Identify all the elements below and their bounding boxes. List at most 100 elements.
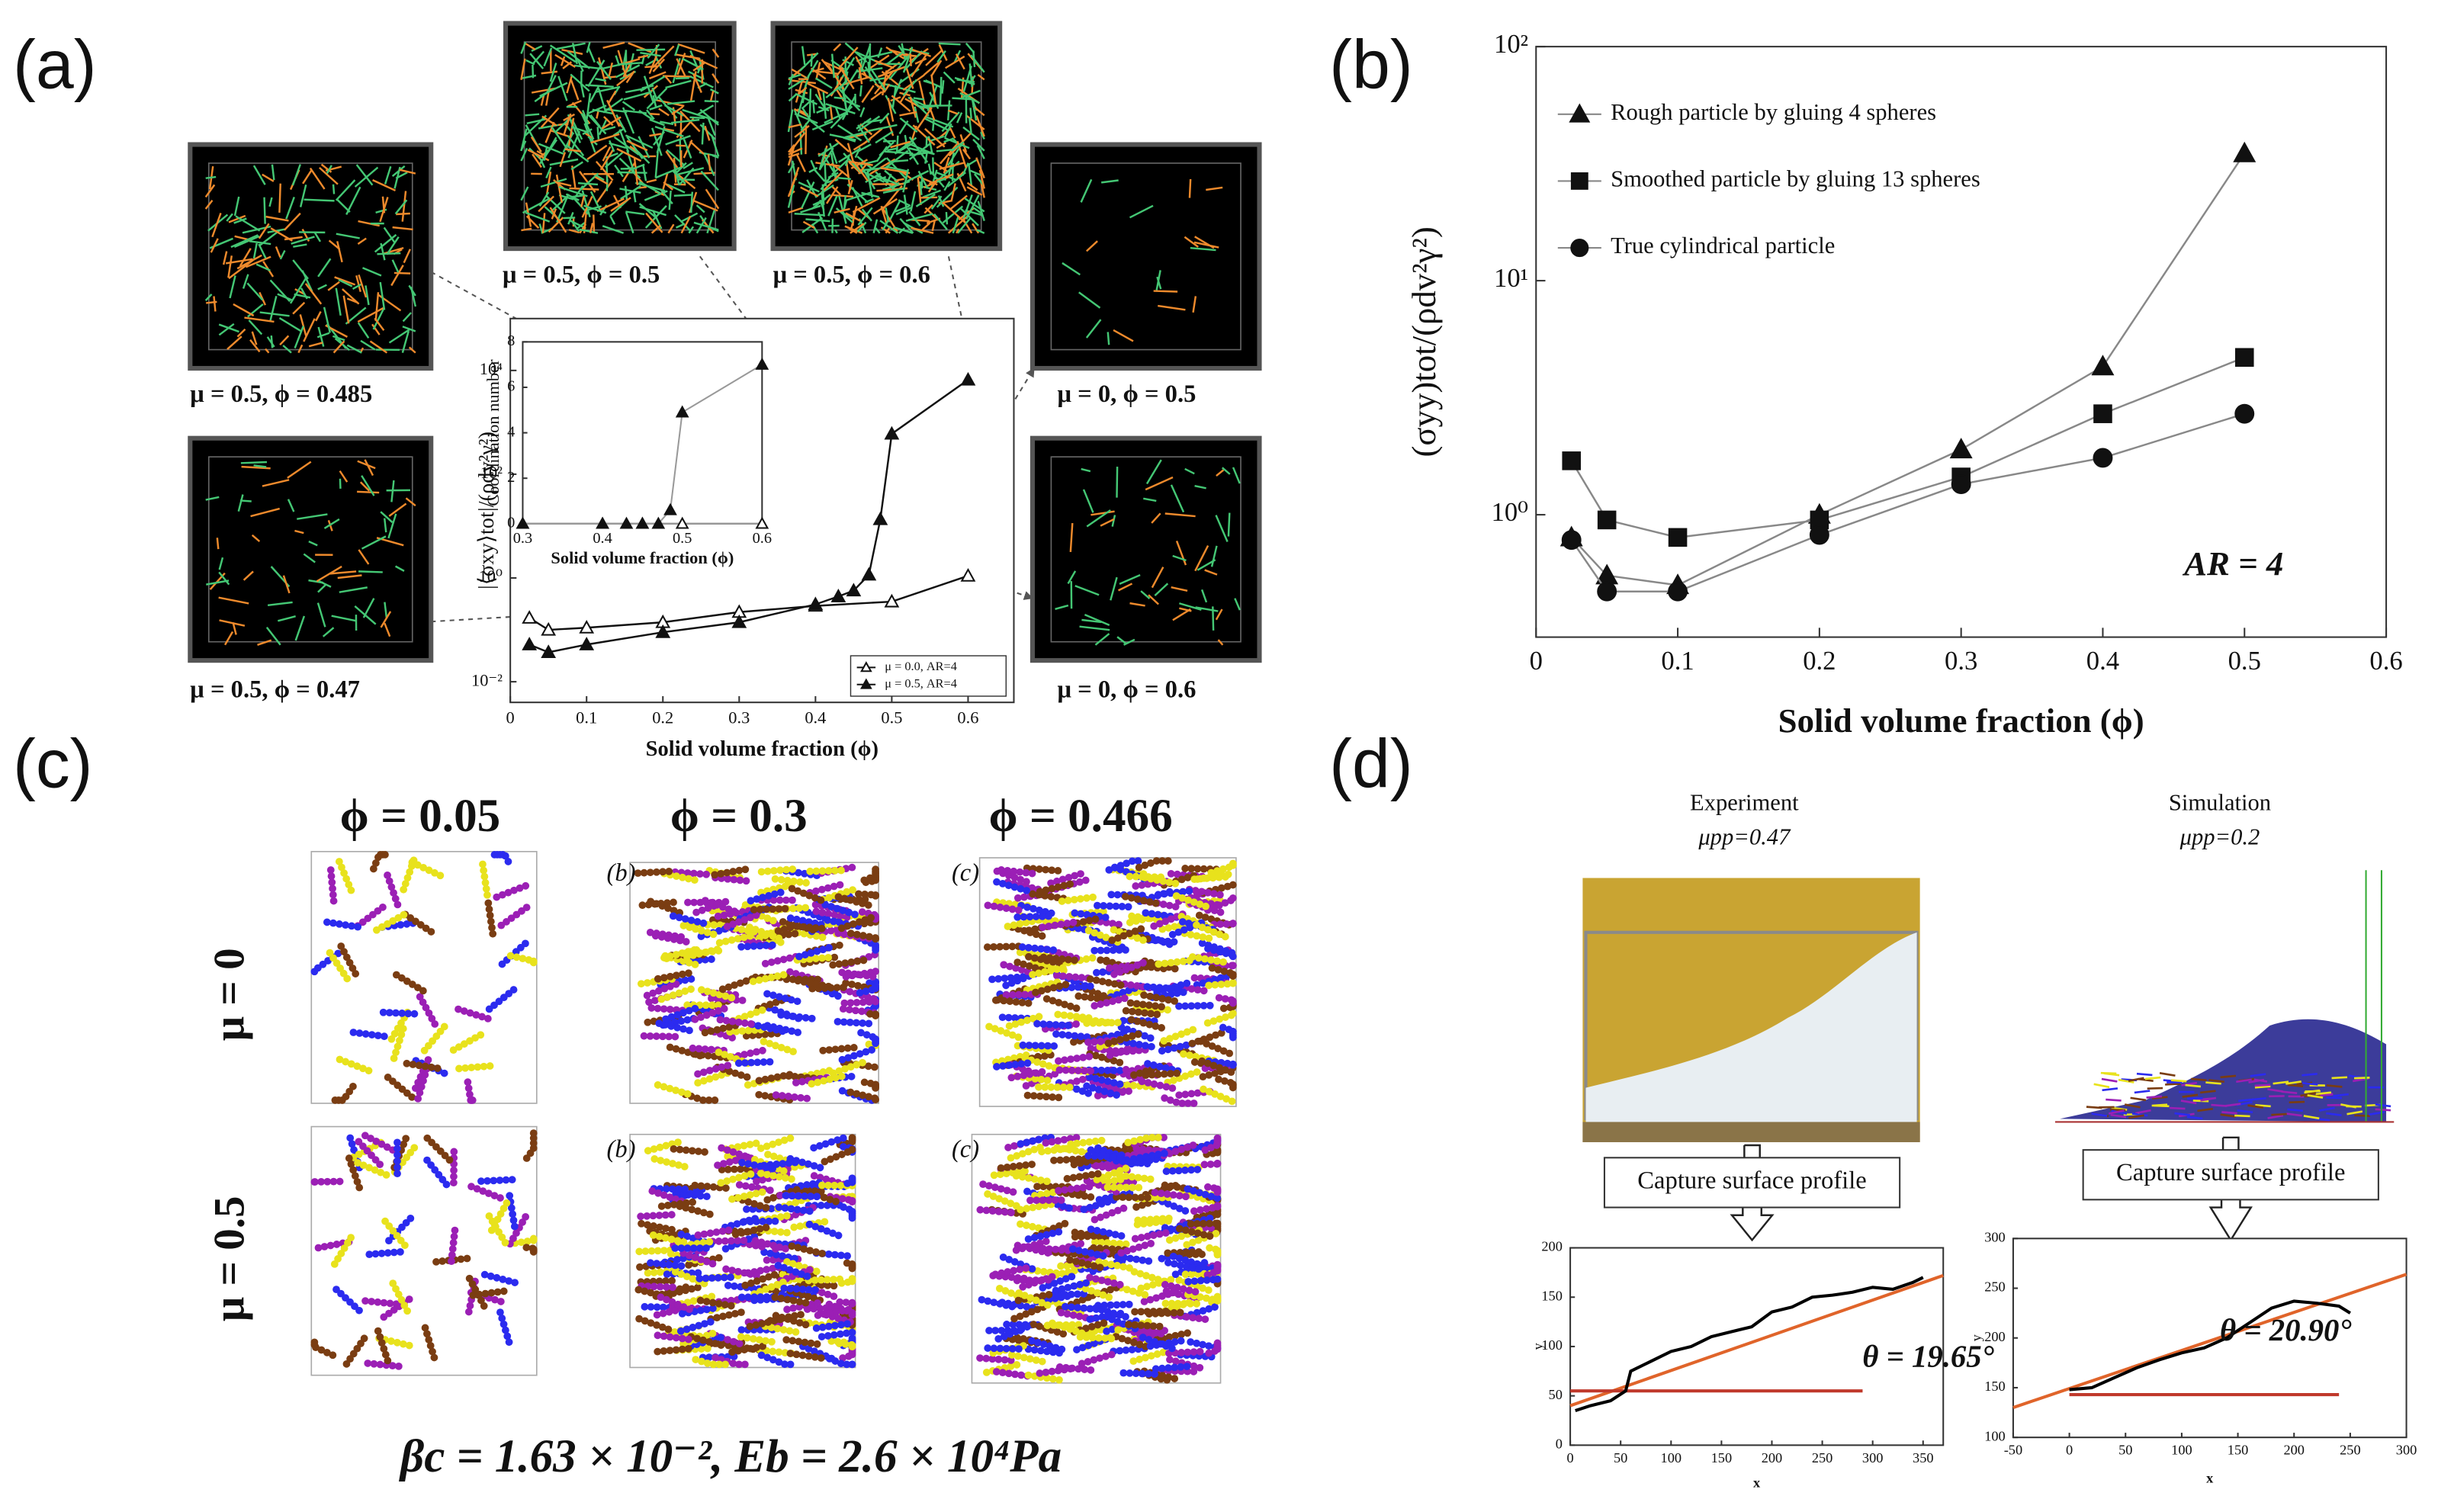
- fiber: [401, 330, 410, 353]
- bead: [393, 1042, 402, 1051]
- bead: [1146, 1034, 1155, 1042]
- fiber: [625, 210, 645, 216]
- bead: [1091, 915, 1100, 923]
- bead: [416, 1089, 424, 1096]
- fiber: [278, 615, 296, 622]
- fiber: [582, 128, 593, 136]
- fiber: [543, 147, 548, 161]
- fiber: [616, 148, 642, 162]
- fiber: [682, 57, 704, 71]
- fiber: [235, 215, 261, 232]
- bead: [1229, 881, 1237, 889]
- fiber: [652, 95, 657, 108]
- bead: [866, 933, 873, 941]
- fiber: [574, 185, 584, 197]
- bead: [666, 952, 674, 960]
- fiber: [923, 61, 940, 76]
- bead: [310, 1178, 319, 1186]
- fiber: [644, 205, 667, 229]
- fiber: [885, 50, 905, 66]
- fiber: [861, 191, 880, 198]
- bead: [848, 1275, 856, 1282]
- bead: [766, 1186, 774, 1195]
- fiber: [675, 167, 705, 176]
- fiber: [538, 143, 564, 155]
- fiber: [218, 323, 235, 336]
- fiber: [384, 165, 392, 185]
- fiber: [955, 53, 965, 70]
- bead: [1221, 933, 1229, 941]
- fiber: [664, 75, 673, 84]
- bead: [342, 1058, 350, 1066]
- bead: [359, 1064, 367, 1073]
- bead: [1077, 870, 1084, 878]
- fiber: [824, 111, 846, 124]
- bead: [740, 1237, 748, 1244]
- fiber: [336, 233, 360, 239]
- fiber: [596, 60, 612, 80]
- bead: [686, 1026, 693, 1035]
- fiber: [294, 293, 311, 299]
- fiber: [887, 147, 898, 152]
- fiber: [374, 292, 380, 322]
- fiber: [622, 107, 635, 134]
- fiber: [976, 144, 985, 159]
- fiber: [259, 311, 290, 317]
- fiber: [665, 135, 691, 146]
- bead: [1113, 1091, 1121, 1099]
- fiber: [308, 541, 318, 547]
- bead: [872, 981, 879, 990]
- fiber: [408, 284, 416, 297]
- snapshot: [503, 21, 737, 252]
- bead: [766, 1000, 774, 1009]
- fiber: [255, 263, 271, 271]
- bead: [1120, 994, 1129, 1003]
- fiber: [972, 223, 980, 234]
- fiber: [800, 186, 819, 197]
- fiber: [236, 328, 246, 338]
- fiber: [580, 113, 595, 140]
- bead: [378, 923, 386, 931]
- fiber: [959, 91, 981, 104]
- fiber: [893, 79, 903, 96]
- bead: [440, 1022, 448, 1031]
- fiber: [620, 185, 641, 200]
- fiber: [394, 565, 405, 572]
- bead: [741, 865, 750, 874]
- fiber: [801, 46, 806, 66]
- fiber: [239, 499, 252, 502]
- fiber: [898, 199, 911, 207]
- bead: [681, 976, 689, 984]
- fiber: [1079, 625, 1110, 631]
- bead: [326, 949, 334, 957]
- bead: [427, 928, 435, 936]
- bead: [803, 1094, 811, 1103]
- fiber: [842, 59, 855, 66]
- fiber: [570, 161, 583, 171]
- fiber: [570, 79, 580, 101]
- fiber: [336, 241, 343, 263]
- bead: [715, 939, 724, 947]
- fiber: [1113, 329, 1134, 342]
- fiber: [815, 162, 840, 168]
- bead: [1062, 981, 1070, 989]
- bead: [751, 926, 760, 933]
- fiber: [939, 162, 965, 170]
- fiber: [810, 120, 825, 133]
- bead: [862, 987, 870, 996]
- fiber: [225, 258, 253, 265]
- fiber: [237, 494, 244, 512]
- bead: [786, 914, 795, 923]
- bead: [1229, 979, 1237, 987]
- bead: [428, 1014, 436, 1022]
- fiber: [818, 147, 834, 171]
- fiber: [322, 627, 335, 637]
- bead: [654, 1004, 662, 1013]
- bead: [703, 1344, 711, 1353]
- fiber: [834, 139, 850, 152]
- bead: [1228, 1097, 1236, 1106]
- bead: [837, 1072, 846, 1080]
- bead: [720, 911, 728, 920]
- fiber: [327, 281, 340, 291]
- bead: [841, 959, 850, 967]
